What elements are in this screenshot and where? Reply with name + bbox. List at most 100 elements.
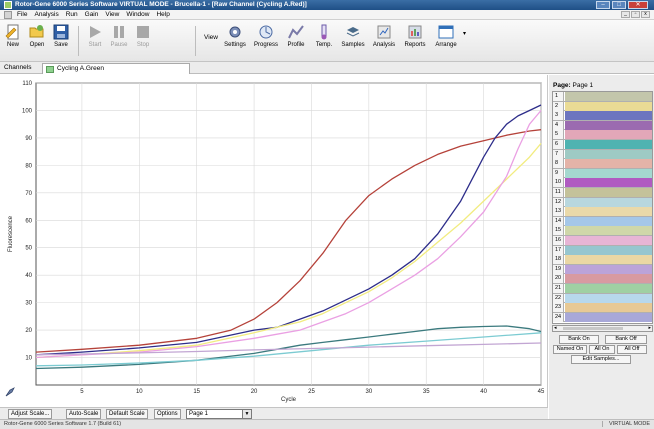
stop-button[interactable]: Stop bbox=[132, 24, 154, 48]
reports-button[interactable]: Reports bbox=[402, 24, 428, 48]
close-button[interactable]: ✕ bbox=[628, 1, 648, 9]
sample-row[interactable]: 14 bbox=[553, 216, 652, 227]
sample-number: 24 bbox=[553, 312, 564, 322]
page-value: Page 1 bbox=[572, 82, 594, 89]
sample-color-swatch bbox=[565, 120, 652, 130]
arrange-button[interactable]: Arrange bbox=[432, 24, 460, 48]
sample-number: 21 bbox=[553, 284, 564, 293]
auto-scale-button[interactable]: Auto-Scale bbox=[66, 409, 102, 419]
sample-row[interactable]: 6 bbox=[553, 140, 652, 150]
menu-analysis[interactable]: Analysis bbox=[34, 11, 59, 18]
menu-file[interactable]: File bbox=[17, 11, 28, 18]
sample-color-swatch bbox=[565, 216, 652, 226]
sample-row[interactable]: 20 bbox=[553, 274, 652, 284]
sample-row[interactable]: 2 bbox=[553, 101, 652, 112]
sample-row[interactable]: 19 bbox=[553, 264, 652, 275]
menu-gain[interactable]: Gain bbox=[84, 11, 99, 18]
all-on-button[interactable]: All On bbox=[589, 345, 615, 354]
open-button[interactable]: Open bbox=[26, 24, 48, 48]
sample-row[interactable]: 18 bbox=[553, 255, 652, 265]
sample-row[interactable]: 10 bbox=[553, 178, 652, 188]
toolbar-overflow-icon[interactable]: ▾ bbox=[463, 31, 467, 37]
y-tick-label: 20 bbox=[25, 328, 32, 334]
temp-button[interactable]: Temp. bbox=[312, 24, 336, 48]
reports-icon bbox=[408, 25, 422, 39]
page-select[interactable]: Page 1 ▼ bbox=[186, 409, 252, 419]
sample-row[interactable]: 12 bbox=[553, 197, 652, 208]
adjust-scale-button[interactable]: Adjust Scale... bbox=[8, 409, 53, 419]
sample-row[interactable]: 16 bbox=[553, 236, 652, 246]
start-button[interactable]: Start bbox=[84, 24, 106, 48]
sample-row[interactable]: 22 bbox=[553, 293, 652, 304]
sample-number: 4 bbox=[553, 120, 564, 130]
new-button[interactable]: New bbox=[2, 24, 24, 48]
sample-row[interactable]: 8 bbox=[553, 159, 652, 169]
mdi-restore-button[interactable]: ▫ bbox=[631, 11, 640, 18]
sample-color-swatch bbox=[565, 284, 652, 293]
sample-color-swatch bbox=[565, 274, 652, 284]
sample-number: 11 bbox=[553, 188, 564, 197]
maximize-button[interactable]: □ bbox=[612, 1, 626, 9]
plot-frame bbox=[35, 82, 542, 386]
sample-number: 19 bbox=[553, 264, 564, 274]
toolbar-separator bbox=[78, 26, 79, 56]
analysis-button[interactable]: Analysis bbox=[370, 24, 398, 48]
y-tick-label: 70 bbox=[25, 191, 32, 197]
default-scale-button[interactable]: Default Scale bbox=[106, 409, 148, 419]
profile-button[interactable]: Profile bbox=[284, 24, 308, 48]
document-icon[interactable] bbox=[4, 11, 12, 19]
all-off-button[interactable]: All Off bbox=[617, 345, 647, 354]
sample-row[interactable]: 11 bbox=[553, 188, 652, 198]
sample-row[interactable]: 24 bbox=[553, 312, 652, 323]
settings-button[interactable]: Settings bbox=[222, 24, 248, 48]
y-tick-label: 60 bbox=[25, 218, 32, 224]
sample-row[interactable]: 1 bbox=[553, 92, 652, 102]
minimize-button[interactable]: – bbox=[596, 1, 610, 9]
bank-on-button[interactable]: Bank On bbox=[559, 335, 599, 344]
menu-help[interactable]: Help bbox=[156, 11, 170, 18]
raw-channel-plot: 5 10 15 20 25 30 35 40 45 10 20 30 40 50 60 70 80 90 100 11… bbox=[0, 75, 548, 407]
named-on-button[interactable]: Named On bbox=[553, 345, 587, 354]
sample-row[interactable]: 4 bbox=[553, 120, 652, 131]
x-tick-label: 15 bbox=[193, 389, 200, 395]
pause-button[interactable]: Pause bbox=[108, 24, 130, 48]
edit-samples-button[interactable]: Edit Samples... bbox=[571, 355, 631, 364]
thermometer-icon bbox=[321, 24, 327, 40]
sample-row[interactable]: 17 bbox=[553, 245, 652, 256]
sample-color-swatch bbox=[565, 188, 652, 197]
sample-row[interactable]: 21 bbox=[553, 284, 652, 294]
sample-row[interactable]: 23 bbox=[553, 303, 652, 313]
sample-number: 17 bbox=[553, 245, 564, 255]
sample-number: 10 bbox=[553, 178, 564, 188]
sample-color-swatch bbox=[565, 197, 652, 207]
sample-row[interactable]: 3 bbox=[553, 111, 652, 121]
sample-row[interactable]: 5 bbox=[553, 130, 652, 140]
menu-window[interactable]: Window bbox=[126, 11, 150, 18]
sample-row[interactable]: 9 bbox=[553, 168, 652, 179]
tab-cycling-a-green[interactable]: Cycling A.Green bbox=[42, 63, 190, 74]
menu-view[interactable]: View bbox=[105, 11, 120, 18]
sample-color-swatch bbox=[565, 245, 652, 255]
menu-run[interactable]: Run bbox=[65, 11, 78, 18]
scrollbar-thumb[interactable] bbox=[563, 327, 623, 330]
options-button[interactable]: Options bbox=[154, 409, 181, 419]
chart-tool-icon[interactable] bbox=[4, 386, 16, 398]
sample-color-swatch bbox=[565, 130, 652, 140]
scroll-right-icon[interactable]: ▸ bbox=[648, 325, 651, 331]
progress-button[interactable]: Progress bbox=[252, 24, 280, 48]
bank-off-button[interactable]: Bank Off bbox=[605, 335, 647, 344]
sample-row[interactable]: 15 bbox=[553, 226, 652, 236]
mdi-minimize-button[interactable]: _ bbox=[621, 11, 630, 18]
y-tick-label: 110 bbox=[22, 81, 32, 87]
status-mode: VIRTUAL MODE bbox=[602, 421, 650, 427]
save-button[interactable]: Save bbox=[50, 24, 72, 48]
sample-number: 23 bbox=[553, 303, 564, 313]
sample-list-scrollbar[interactable]: ◂ ▸ bbox=[552, 325, 653, 332]
window-controls: – □ ✕ bbox=[596, 1, 648, 9]
mdi-close-button[interactable]: x bbox=[641, 11, 650, 18]
sample-row[interactable]: 7 bbox=[553, 149, 652, 160]
scroll-left-icon[interactable]: ◂ bbox=[554, 325, 557, 331]
sample-row[interactable]: 13 bbox=[553, 207, 652, 217]
samples-button[interactable]: Samples bbox=[340, 24, 366, 48]
chevron-down-icon[interactable]: ▼ bbox=[242, 410, 251, 418]
